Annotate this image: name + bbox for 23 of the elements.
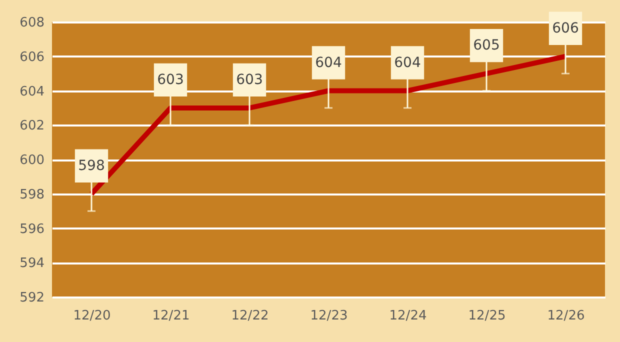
y-tick-label: 602 xyxy=(20,118,44,134)
x-tick-label: 12/22 xyxy=(231,308,269,324)
y-tick-label: 608 xyxy=(20,16,44,30)
x-tick-label: 12/25 xyxy=(468,308,506,324)
y-tick-label: 606 xyxy=(20,50,44,65)
y-tick-label: 600 xyxy=(20,153,44,168)
y-tick-label: 594 xyxy=(20,256,44,272)
y-tick-label: 598 xyxy=(20,187,44,202)
data-label: 604 xyxy=(315,54,342,71)
data-label: 603 xyxy=(157,72,184,88)
x-tick-label: 12/20 xyxy=(73,308,111,324)
y-tick-label: 592 xyxy=(20,290,44,306)
y-tick-label: 604 xyxy=(20,84,44,100)
x-tick-label: 12/21 xyxy=(152,308,190,324)
x-tick-label: 12/24 xyxy=(389,308,427,324)
data-label: 605 xyxy=(473,38,500,54)
data-label: 606 xyxy=(552,20,579,36)
y-tick-label: 596 xyxy=(20,222,44,237)
data-label: 603 xyxy=(236,72,263,88)
data-label: 604 xyxy=(394,54,421,71)
x-tick-label: 12/23 xyxy=(310,308,348,324)
x-tick-label: 12/26 xyxy=(547,308,585,324)
data-label: 598 xyxy=(78,158,105,174)
